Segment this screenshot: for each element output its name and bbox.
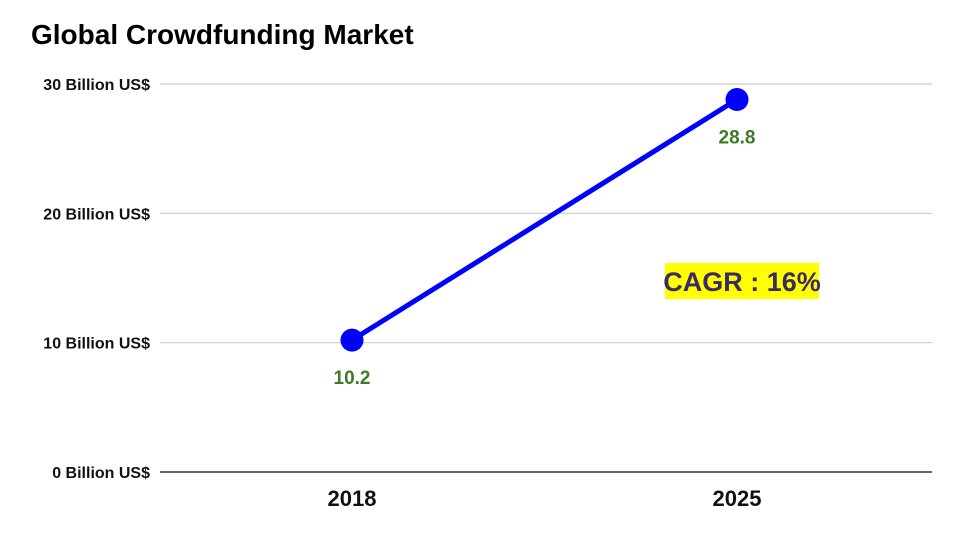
cagr-label: CAGR : 16% (663, 267, 821, 297)
gridlines (160, 83, 932, 473)
data-point (340, 328, 364, 352)
y-tick-label: 0 Billion US$ (52, 465, 150, 482)
data-label: 10.2 (334, 368, 371, 389)
y-axis-ticks: 0 Billion US$ 10 Billion US$ 20 Billion US… (43, 77, 150, 482)
data-label: 28.8 (719, 128, 756, 149)
cagr-annotation: CAGR : 16% (663, 263, 821, 299)
cagr-highlight (665, 263, 819, 299)
data-labels: 10.2 28.8 (334, 128, 756, 390)
y-tick-label: 20 Billion US$ (43, 206, 150, 223)
series (340, 88, 749, 352)
x-tick-label: 2018 (328, 486, 377, 511)
x-tick-label: 2025 (713, 486, 762, 511)
data-point (725, 88, 749, 112)
x-axis-ticks: 2018 2025 (328, 486, 762, 511)
y-tick-label: 10 Billion US$ (43, 336, 150, 353)
y-tick-label: 30 Billion US$ (43, 77, 150, 94)
series-line (349, 97, 740, 343)
chart-title: Global Crowdfunding Market (31, 19, 414, 50)
